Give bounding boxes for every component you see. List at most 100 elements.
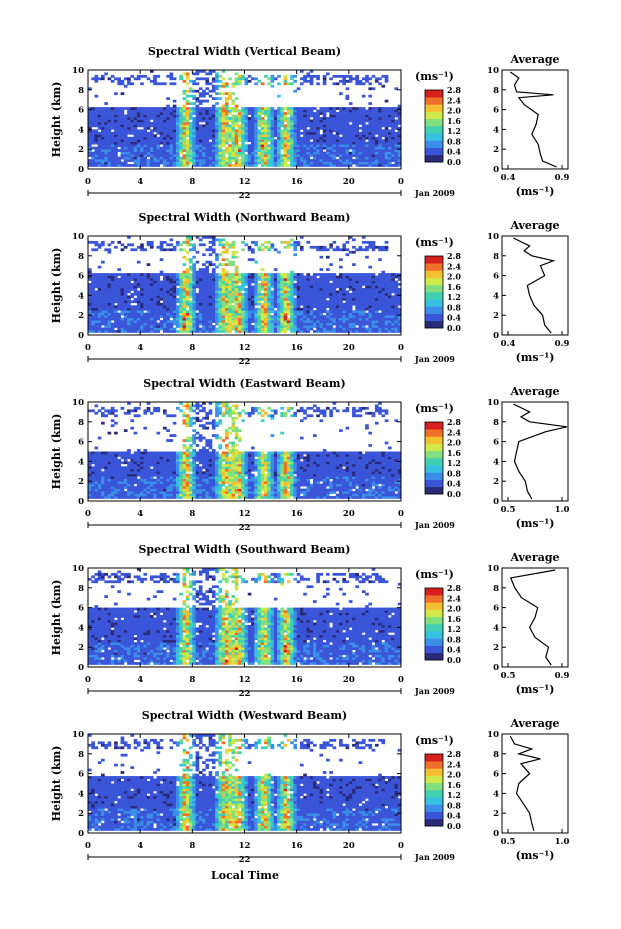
heatmap-cell: [371, 144, 376, 148]
heatmap-cell: [143, 112, 148, 115]
heatmap-cell: [303, 164, 307, 167]
heatmap-cell: [286, 164, 291, 167]
heatmap-cell: [260, 134, 265, 138]
heatmap-cell: [283, 292, 288, 296]
heatmap-cell: [247, 151, 252, 155]
heatmap-cell: [329, 112, 333, 115]
heatmap-cell: [267, 131, 271, 135]
heatmap-cell: [195, 300, 200, 304]
heatmap-cell: [355, 317, 360, 321]
heatmap-cell: [127, 287, 131, 291]
heatmap-cell: [368, 131, 373, 135]
heatmap-cell: [293, 307, 298, 311]
heatmap-cell: [371, 109, 376, 113]
heatmap-cell: [140, 82, 144, 86]
heatmap-cell: [335, 330, 340, 333]
heatmap-cell: [195, 151, 200, 155]
heatmap-cell: [244, 320, 249, 323]
heatmap-cell: [348, 74, 353, 78]
heatmap-cell: [264, 114, 268, 118]
heatmap-cell: [185, 295, 190, 299]
heatmap-cell: [107, 280, 112, 284]
heatmap-cell: [264, 156, 268, 160]
heatmap-cell: [110, 322, 115, 326]
heatmap-cell: [264, 290, 268, 294]
heatmap-cell: [391, 307, 395, 311]
heatmap-cell: [185, 270, 190, 274]
heatmap-cell: [326, 287, 330, 291]
heatmap-cell: [384, 114, 389, 118]
heatmap-cell: [290, 302, 294, 306]
heatmap-cell: [326, 330, 330, 333]
heatmap-cell: [329, 124, 333, 128]
heatmap-cell: [267, 154, 271, 157]
heatmap-cell: [228, 325, 232, 328]
heatmap-cell: [166, 290, 170, 294]
heatmap-cell: [368, 159, 373, 162]
heatmap-cell: [391, 315, 395, 318]
heatmap-cell: [156, 245, 161, 249]
heatmap-cell: [136, 156, 141, 160]
heatmap-cell: [329, 285, 333, 289]
heatmap-cell: [273, 290, 278, 294]
heatmap-cell: [198, 154, 203, 157]
heatmap-cell: [332, 74, 337, 78]
heatmap-cell: [368, 297, 373, 301]
heatmap-cell: [303, 327, 307, 331]
heatmap-cell: [149, 280, 154, 284]
heatmap-cell: [104, 124, 108, 128]
heatmap-cell: [202, 307, 206, 311]
heatmap-cell: [179, 315, 183, 318]
heatmap-cell: [290, 297, 294, 301]
heatmap-cell: [264, 312, 268, 316]
heatmap-cell: [391, 141, 395, 145]
heatmap-cell: [133, 131, 138, 135]
heatmap-cell: [97, 295, 102, 299]
heatmap-cell: [348, 146, 353, 150]
heatmap-cell: [306, 134, 311, 138]
heatmap-cell: [224, 131, 229, 135]
heatmap-cell: [94, 320, 99, 323]
heatmap-cell: [312, 141, 317, 145]
heatmap-cell: [218, 114, 223, 118]
heatmap-cell: [345, 121, 350, 125]
heatmap-cell: [176, 131, 180, 135]
heatmap-cell: [166, 161, 170, 165]
heatmap-cell: [198, 283, 203, 286]
heatmap-cell: [136, 330, 141, 333]
heatmap-cell: [368, 126, 373, 130]
heatmap-cell: [342, 146, 346, 150]
heatmap-cell: [189, 310, 193, 314]
heatmap-cell: [169, 297, 174, 301]
heatmap-cell: [371, 126, 376, 130]
heatmap-cell: [172, 126, 177, 130]
heatmap-cell: [309, 287, 314, 291]
heatmap-cell: [205, 315, 210, 318]
heatmap-cell: [335, 312, 340, 316]
heatmap-cell: [127, 322, 131, 326]
heatmap-cell: [172, 330, 177, 333]
heatmap-cell: [198, 124, 203, 128]
heatmap-cell: [153, 74, 157, 78]
heatmap-cell: [153, 117, 157, 120]
heatmap-cell: [384, 164, 389, 167]
heatmap-cell: [123, 297, 128, 301]
heatmap-cell: [355, 315, 360, 318]
heatmap-cell: [329, 327, 333, 331]
heatmap-cell: [218, 119, 223, 123]
heatmap-cell: [316, 74, 320, 78]
heatmap-cell: [166, 109, 170, 113]
heatmap-cell: [254, 117, 258, 120]
heatmap-cell: [247, 248, 252, 252]
colorbar-swatch: [425, 90, 443, 98]
heatmap-cell: [198, 268, 203, 271]
heatmap-cell: [114, 305, 118, 309]
heatmap-cell: [189, 149, 193, 152]
heatmap-cell: [322, 154, 327, 157]
heatmap-cell: [345, 156, 350, 160]
heatmap-cell: [237, 154, 242, 157]
heatmap-cell: [355, 280, 360, 284]
heatmap-cell: [195, 297, 200, 301]
heatmap-cell: [251, 144, 255, 148]
heatmap-cell: [172, 77, 177, 81]
